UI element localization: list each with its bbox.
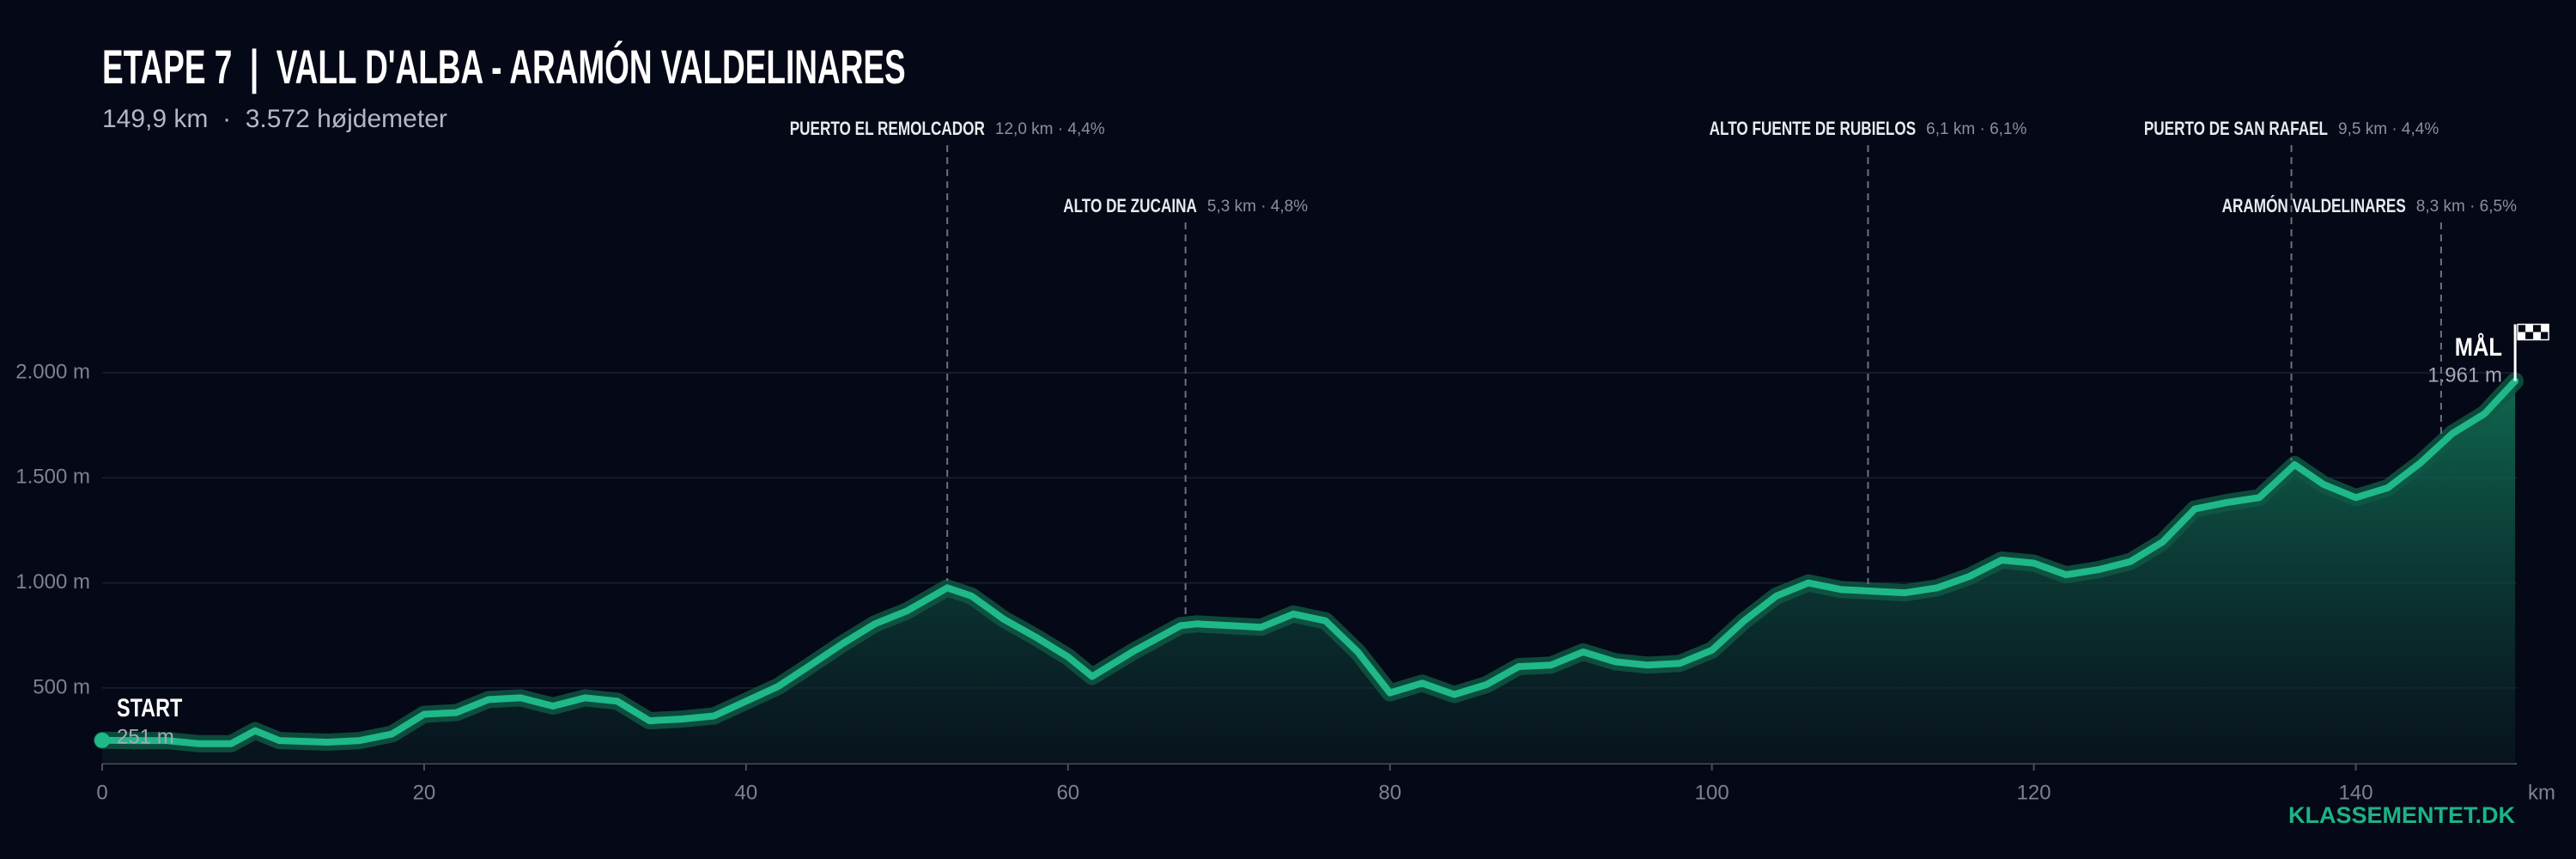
grid: 500 m 1.000 m 1.500 m 2.000 m 0 20 40 60 80 100 12…	[15, 360, 2517, 804]
finish-flag	[2525, 324, 2534, 332]
finish-flag-border	[2517, 323, 2549, 341]
x-tick-label: 80	[1378, 781, 1401, 804]
finish-flag	[2541, 332, 2549, 340]
x-tick-label: 20	[413, 781, 436, 804]
chart-subtitle: 149,9 km · 3.572 højdemeter	[102, 105, 447, 133]
climb-detail: 12,0 km · 4,4%	[995, 120, 1105, 138]
finish-flag	[2518, 332, 2526, 340]
elevation-line	[99, 377, 2519, 747]
finish-flag	[2518, 324, 2526, 332]
climb-name: PUERTO DE SAN RAFAEL	[2144, 118, 2328, 139]
finish-flag	[2533, 324, 2542, 332]
start-value: 251 m	[117, 725, 174, 748]
y-tick-label: 1.500 m	[15, 466, 90, 489]
climb-name: ALTO DE ZUCAINA	[1063, 195, 1197, 216]
brand: KLASSEMENTET.DK	[2288, 802, 2516, 828]
start-dot	[94, 732, 110, 748]
climb-name: ARAMÓN VALDELINARES	[2222, 195, 2406, 216]
x-tick-label: 40	[735, 781, 758, 804]
y-tick-label: 2.000 m	[15, 360, 90, 383]
climb-name: ALTO FUENTE DE RUBIELOS	[1710, 118, 1917, 139]
x-tick-label: 100	[1695, 781, 1729, 804]
x-tick-label: 0	[96, 781, 107, 804]
y-tick-label: 500 m	[33, 675, 90, 698]
x-axis-label: km	[2528, 781, 2555, 804]
x-tick-label: 120	[2017, 781, 2051, 804]
climb-detail: 8,3 km · 6,5%	[2416, 198, 2517, 216]
y-tick-label: 1.000 m	[15, 570, 90, 594]
finish-label: MÅL	[2455, 333, 2502, 362]
chart-title: ETAPE 7 | VALL D'ALBA - ARAMÓN VALDELINA…	[102, 40, 906, 94]
elevation-area	[102, 381, 2516, 764]
finish-value: 1.961 m	[2427, 363, 2502, 387]
x-tick-label: 140	[2339, 781, 2373, 804]
x-tick-label: 60	[1056, 781, 1079, 804]
climb-detail: 9,5 km · 4,4%	[2338, 120, 2439, 138]
finish-flag	[2533, 332, 2542, 340]
plot	[94, 372, 2524, 764]
climb-name: PUERTO EL REMOLCADOR	[790, 118, 985, 139]
start-label: START	[117, 694, 182, 722]
finish-flag	[2541, 324, 2549, 332]
finish-flag	[2525, 332, 2534, 340]
climb-detail: 6,1 km · 6,1%	[1926, 120, 2026, 138]
climb-detail: 5,3 km · 4,8%	[1207, 198, 1308, 216]
